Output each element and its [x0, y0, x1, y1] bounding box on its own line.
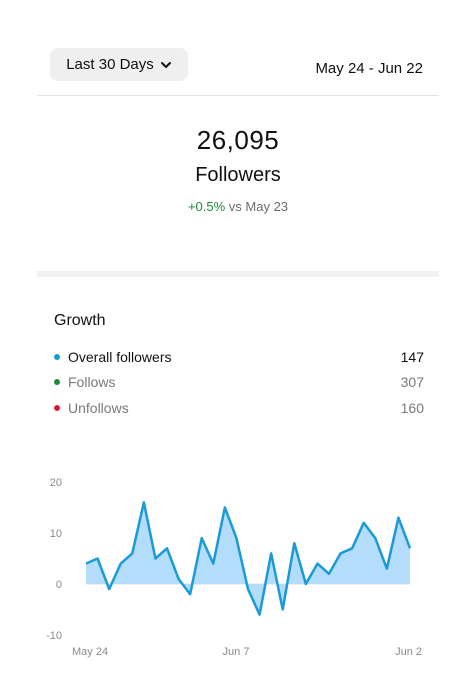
y-tick-label: 20	[50, 477, 62, 489]
divider	[37, 95, 439, 96]
x-tick-label: May 24	[72, 646, 108, 658]
growth-chart: 20 10 0 -10 May 24 Jun 7 Jun 2	[46, 477, 422, 658]
x-tick-label: Jun 7	[223, 646, 250, 658]
legend-value: 307	[400, 374, 424, 391]
series-line	[85, 501, 412, 616]
legend-row-follows[interactable]: Follows 307	[54, 370, 424, 396]
legend-label: Unfollows	[68, 399, 129, 416]
x-tick-label: Jun 2	[395, 646, 422, 658]
overall-dot	[54, 353, 60, 360]
date-range-dropdown-label: Last 30 Days	[66, 56, 154, 73]
section-divider	[37, 271, 439, 277]
legend-value: 160	[400, 399, 424, 416]
header: Last 30 Days May 24 - Jun 22	[0, 0, 461, 96]
legend-label: Follows	[68, 374, 116, 391]
growth-section: Growth Overall followers 147 Follows 307…	[54, 312, 424, 421]
change-line: +0.5% vs May 23	[0, 199, 461, 214]
y-tick-label: 0	[56, 579, 62, 591]
followers-summary: 26,095 Followers +0.5% vs May 23	[0, 125, 461, 214]
change-suffix: vs May 23	[228, 199, 289, 214]
followers-label: Followers	[195, 164, 281, 186]
growth-title: Growth	[54, 312, 106, 329]
y-tick-label: -10	[46, 630, 62, 642]
series-area	[86, 502, 410, 615]
y-tick-label: 10	[50, 528, 62, 540]
unfollows-dot	[54, 404, 60, 411]
legend-row-unfollows[interactable]: Unfollows 160	[54, 395, 424, 421]
follows-dot	[54, 379, 60, 386]
follower-count: 26,095	[196, 125, 280, 155]
change-percent: +0.5%	[187, 199, 226, 214]
legend-row-overall[interactable]: Overall followers 147	[54, 344, 424, 370]
legend-value: 147	[400, 348, 424, 365]
date-range-dropdown[interactable]: Last 30 Days	[50, 48, 188, 81]
date-range-text: May 24 - Jun 22	[315, 60, 423, 77]
legend-label: Overall followers	[68, 348, 172, 365]
chevron-down-icon	[160, 61, 171, 68]
